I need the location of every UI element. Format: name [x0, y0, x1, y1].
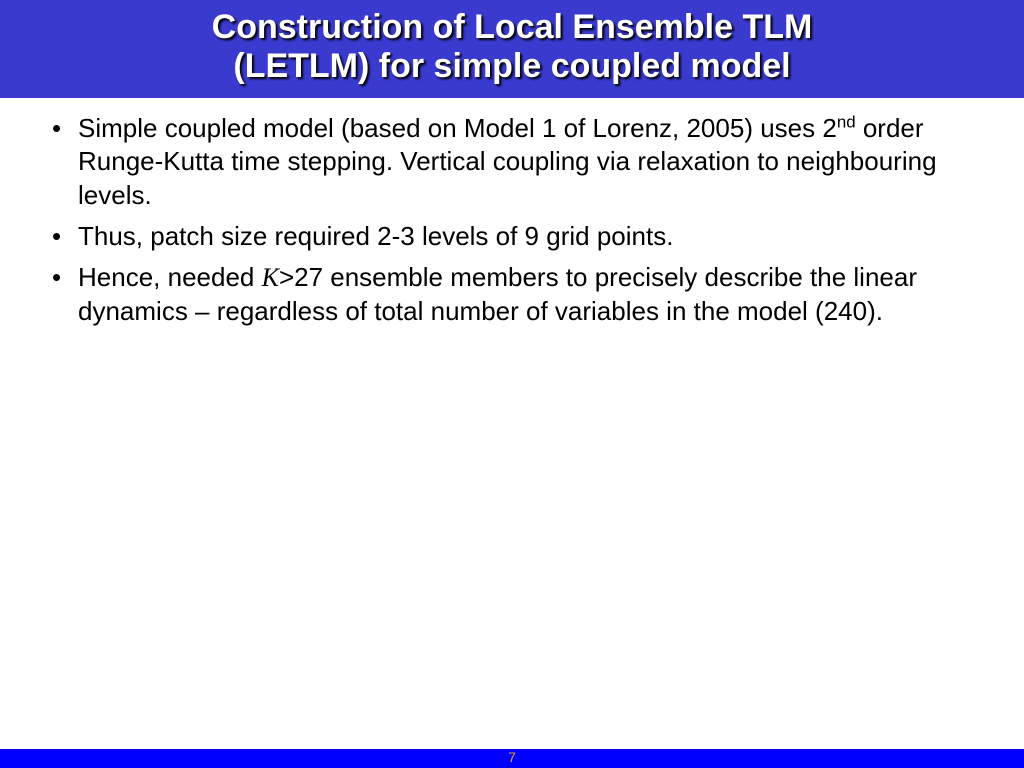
bullet-text-pre: Hence, needed — [78, 262, 262, 292]
superscript: nd — [837, 113, 856, 132]
slide-title: Construction of Local Ensemble TLM (LETL… — [20, 8, 1004, 86]
bullet-text: Thus, patch size required 2-3 levels of … — [78, 221, 673, 251]
bullet-list: Simple coupled model (based on Model 1 o… — [44, 112, 980, 328]
title-bar: Construction of Local Ensemble TLM (LETL… — [0, 0, 1024, 98]
bullet-item: Thus, patch size required 2-3 levels of … — [44, 220, 980, 253]
bullet-item: Hence, needed K>27 ensemble members to p… — [44, 261, 980, 328]
bullet-text-pre: Simple coupled model (based on Model 1 o… — [78, 113, 837, 143]
title-line-2: (LETLM) for simple coupled model — [233, 47, 790, 85]
title-line-1: Construction of Local Ensemble TLM — [212, 8, 813, 46]
footer-bar: 7 — [0, 749, 1024, 768]
bullet-item: Simple coupled model (based on Model 1 o… — [44, 112, 980, 212]
page-number: 7 — [508, 749, 516, 765]
slide: Construction of Local Ensemble TLM (LETL… — [0, 0, 1024, 768]
body-area: Simple coupled model (based on Model 1 o… — [0, 98, 1024, 749]
italic-variable: K — [262, 263, 279, 292]
